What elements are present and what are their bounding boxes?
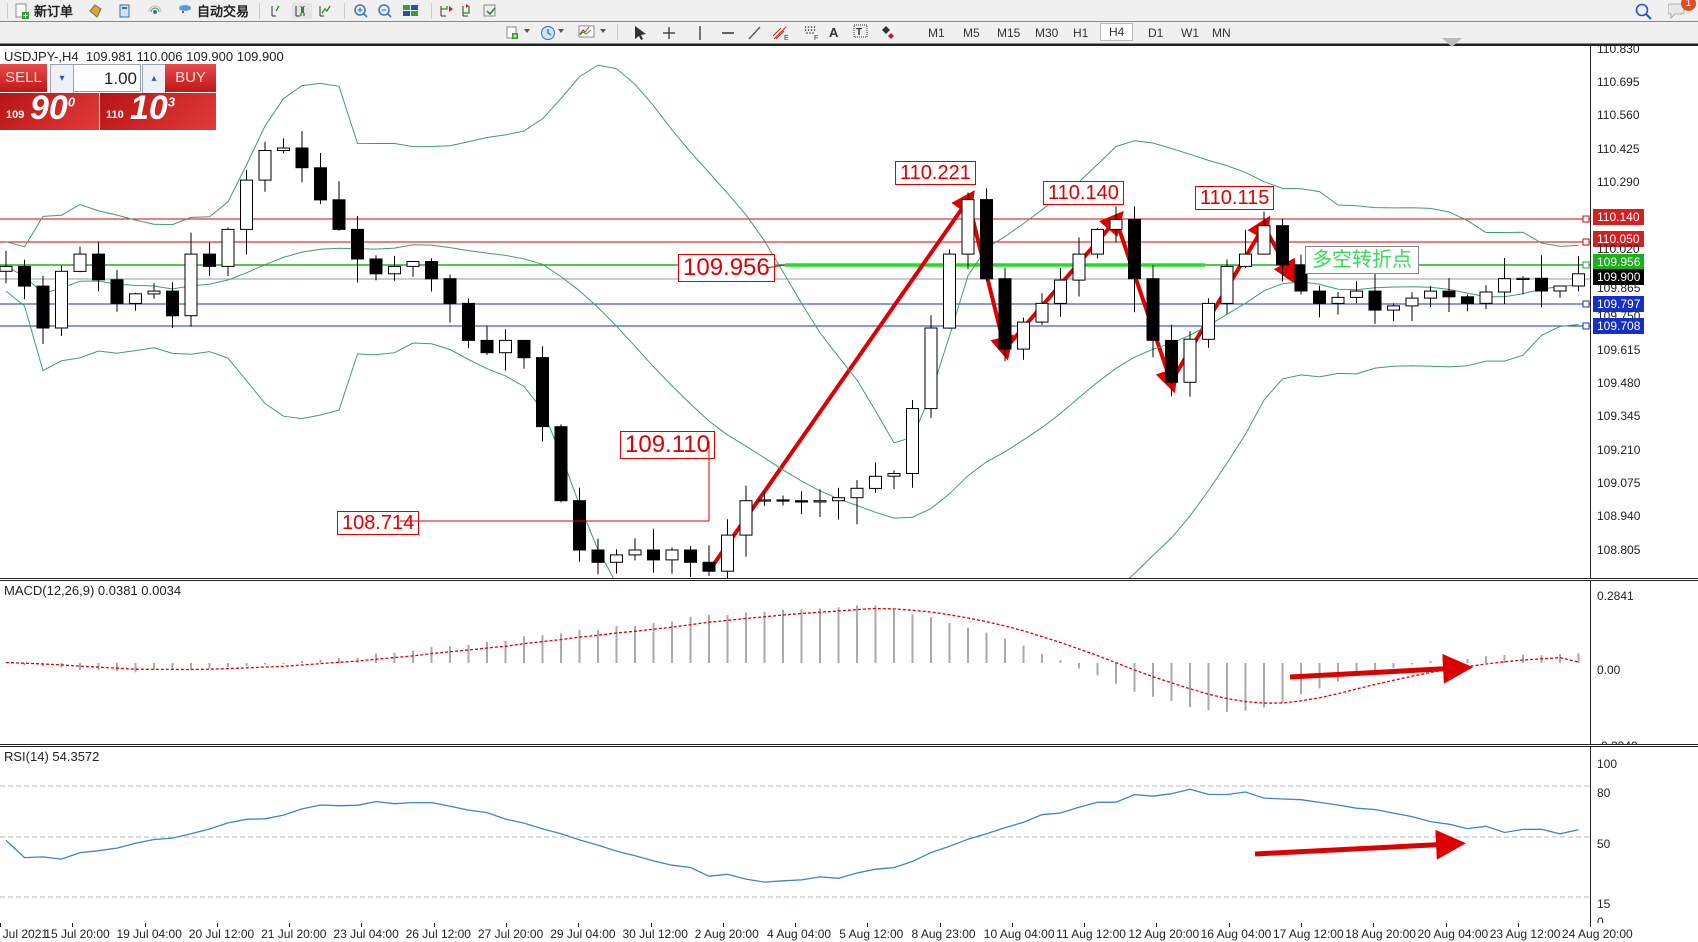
svg-text:F: F xyxy=(814,35,818,41)
svg-text:A: A xyxy=(829,25,839,40)
svg-text:E: E xyxy=(784,35,789,41)
svg-text:T: T xyxy=(856,27,862,38)
